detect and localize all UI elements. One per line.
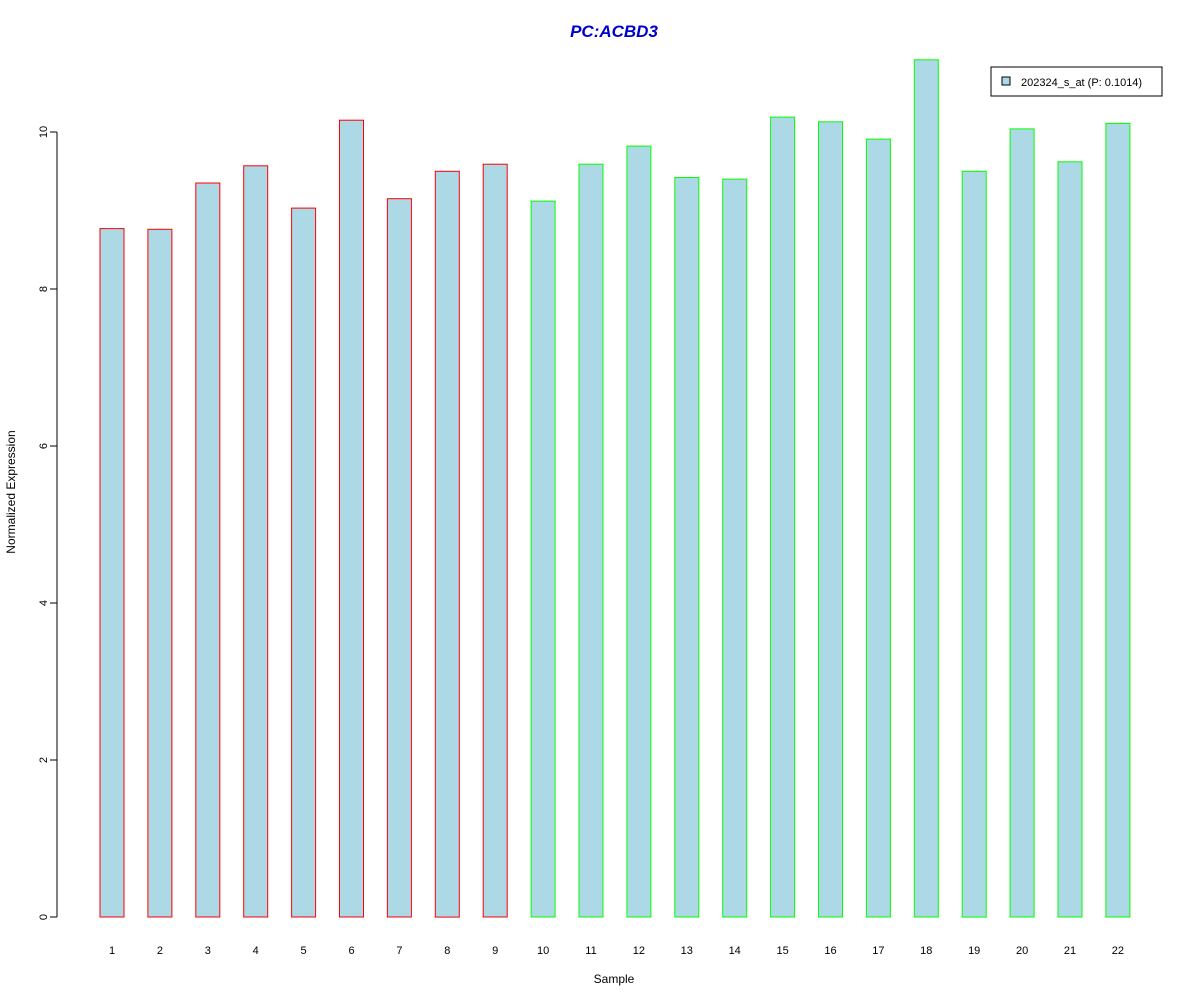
bar-sample-20: [1009, 128, 1035, 918]
x-axis-title: Sample: [594, 972, 635, 986]
x-tick-label: 8: [444, 945, 450, 957]
bar-sample-1: [99, 228, 125, 918]
x-tick-label: 20: [1016, 945, 1028, 957]
bars: [99, 59, 1131, 918]
bar-sample-15: [770, 116, 796, 918]
x-tick-label: 17: [872, 945, 884, 957]
bar-sample-4: [243, 165, 269, 918]
bar-sample-11: [578, 163, 604, 918]
x-tick-label: 3: [205, 945, 211, 957]
bar-sample-6: [339, 119, 364, 918]
y-tick-label: 4: [38, 600, 50, 606]
bar-sample-19: [961, 170, 987, 918]
x-tick-label: 9: [492, 945, 498, 957]
x-tick-label: 4: [253, 945, 259, 957]
x-tick-label: 7: [396, 945, 402, 957]
x-tick-labels: 1 2 3 4 5 6 7 8 9 10 11 12 13 14 15 16 17 18 19 20 21 22: [109, 945, 1124, 957]
y-tick-label: 0: [38, 914, 50, 920]
chart-title: PC:ACBD3: [570, 22, 658, 41]
bar-sample-14: [722, 178, 748, 918]
y-axis: 0 2 4 6 8 10: [38, 126, 58, 920]
bar-sample-7: [386, 198, 412, 918]
bar-sample-13: [674, 177, 700, 918]
x-tick-label: 19: [968, 945, 980, 957]
bar-sample-17: [865, 138, 891, 918]
bar-sample-8: [434, 170, 460, 918]
y-tick-label: 6: [38, 443, 50, 449]
x-tick-label: 14: [729, 945, 741, 957]
legend: 202324_s_at (P: 0.1014): [990, 66, 1163, 97]
legend-label: 202324_s_at (P: 0.1014): [1021, 77, 1142, 89]
bar-sample-18: [913, 59, 939, 918]
bar-sample-9: [482, 163, 508, 918]
x-tick-label: 10: [537, 945, 549, 957]
x-tick-label: 18: [920, 945, 932, 957]
bar-sample-5: [291, 207, 317, 918]
y-tick-label: 10: [38, 126, 50, 138]
y-axis-title: Normalized Expression: [4, 430, 18, 553]
x-tick-label: 5: [301, 945, 307, 957]
x-tick-label: 2: [157, 945, 163, 957]
legend-box: [990, 66, 1163, 97]
x-tick-label: 6: [348, 945, 354, 957]
x-tick-label: 21: [1064, 945, 1076, 957]
x-tick-label: 11: [585, 945, 596, 957]
y-tick-label: 2: [38, 757, 50, 763]
x-tick-label: 15: [776, 945, 788, 957]
bar-sample-16: [818, 121, 843, 918]
x-tick-label: 13: [681, 945, 693, 957]
x-tick-label: 1: [109, 945, 115, 957]
bar-sample-21: [1057, 161, 1083, 918]
bar-sample-12: [626, 145, 652, 918]
bar-sample-3: [195, 182, 221, 918]
bar-sample-10: [530, 200, 556, 918]
x-tick-label: 12: [633, 945, 645, 957]
bar-sample-2: [147, 228, 173, 918]
x-tick-label: 22: [1112, 945, 1124, 957]
y-tick-label: 8: [38, 286, 50, 292]
bar-sample-22: [1105, 122, 1131, 918]
x-tick-label: 16: [824, 945, 836, 957]
legend-swatch: [1001, 76, 1011, 86]
